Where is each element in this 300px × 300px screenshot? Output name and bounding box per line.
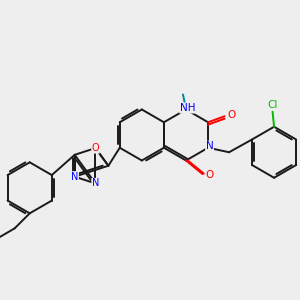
Text: O: O	[205, 170, 213, 181]
Text: O: O	[227, 110, 235, 120]
Text: N: N	[92, 178, 99, 188]
Text: NH: NH	[180, 103, 195, 113]
Text: N: N	[206, 141, 214, 151]
Text: N: N	[71, 172, 78, 182]
Text: Cl: Cl	[267, 100, 278, 110]
Text: O: O	[92, 143, 99, 153]
